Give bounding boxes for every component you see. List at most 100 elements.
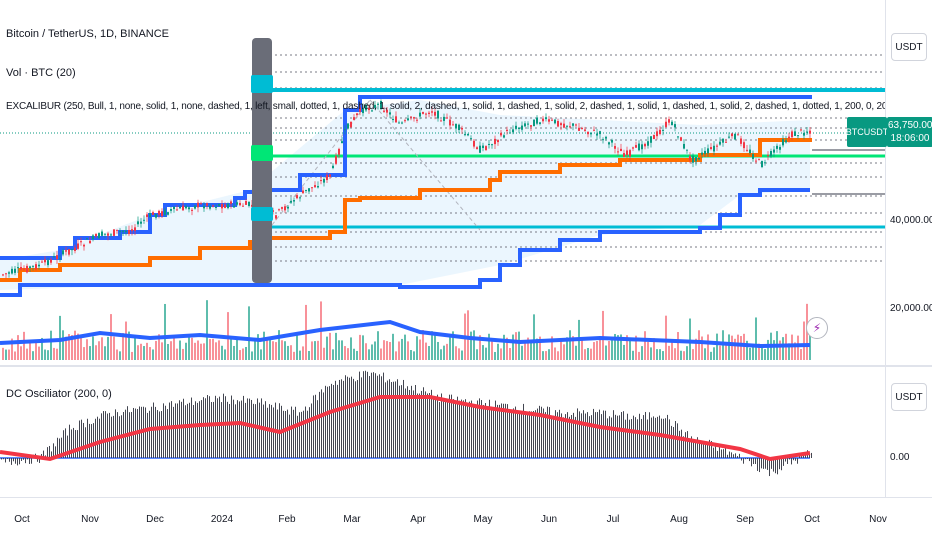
main-chart-pane[interactable] (0, 0, 885, 365)
candle-body (548, 119, 550, 122)
osc-histogram-bar (691, 436, 692, 458)
osc-histogram-bar (655, 417, 656, 458)
osc-histogram-bar (67, 435, 68, 458)
volume-bar (467, 310, 469, 360)
osc-histogram-bar (599, 409, 600, 458)
volume-bar (104, 346, 106, 360)
osc-histogram-bar (371, 372, 372, 458)
candle-body (5, 273, 7, 275)
osc-histogram-bar (65, 428, 66, 458)
osc-histogram-bar (587, 412, 588, 458)
volume-legend[interactable]: Vol · BTC (20) (6, 67, 76, 79)
pane-separator[interactable] (0, 365, 932, 367)
candle-body (536, 117, 538, 124)
osc-histogram-bar (349, 377, 350, 458)
price-chart-canvas[interactable] (0, 0, 885, 365)
osc-histogram-bar (181, 401, 182, 458)
volume-bar (53, 347, 55, 360)
osc-histogram-bar (421, 390, 422, 458)
osc-histogram-bar (483, 404, 484, 458)
volume-bar (194, 342, 196, 360)
volume-bar (779, 340, 781, 360)
candle-body (392, 118, 394, 120)
currency-button[interactable]: USDT (891, 33, 927, 61)
volume-bar (362, 335, 364, 360)
osc-histogram-bar (23, 458, 24, 460)
volume-bar (176, 348, 178, 360)
osc-histogram-bar (625, 419, 626, 458)
volume-bar (257, 334, 259, 360)
lightning-icon[interactable]: ⚡ (806, 317, 828, 339)
osc-histogram-bar (529, 411, 530, 458)
osc-histogram-bar (71, 429, 72, 458)
oscillator-canvas[interactable] (0, 367, 885, 497)
candle-body (554, 119, 556, 124)
candle-body (161, 211, 163, 217)
volume-bar (308, 350, 310, 360)
candle-body (446, 117, 448, 119)
osc-histogram-bar (291, 406, 292, 458)
excalibur-legend[interactable]: EXCALIBUR (250, Bull, 1, none, solid, 1,… (6, 101, 932, 112)
candle-body (680, 137, 682, 141)
osc-histogram-bar (719, 443, 720, 458)
candle-body (191, 209, 193, 211)
candle-body (11, 268, 13, 274)
osc-histogram-bar (75, 430, 76, 458)
osc-histogram-bar (401, 385, 402, 458)
osc-histogram-bar (299, 412, 300, 458)
osc-histogram-bar (247, 398, 248, 458)
osc-histogram-bar (353, 378, 354, 458)
volume-bar (356, 350, 358, 360)
candle-body (617, 151, 619, 153)
candle-body (284, 206, 286, 211)
osc-tick-zero: 0.00 (890, 452, 910, 463)
volume-bar (275, 342, 277, 360)
symbol-legend[interactable]: Bitcoin / TetherUS, 1D, BINANCE (6, 28, 170, 40)
diag-line-1 (271, 99, 371, 226)
volume-bar (125, 321, 127, 360)
osc-currency-button[interactable]: USDT (891, 383, 927, 411)
oscillator-legend[interactable]: DC Osciliator (200, 0) (6, 388, 112, 400)
symbol-tag: BTCUSDT (846, 117, 888, 147)
time-axis[interactable]: Oct Nov Dec 2024 Feb Mar Apr May Jun Jul Aug Sep Oct… (0, 497, 932, 551)
osc-histogram-bar (391, 382, 392, 458)
candle-body (74, 247, 76, 251)
candle-body (797, 135, 799, 137)
volume-bar (518, 331, 520, 360)
osc-histogram-bar (253, 403, 254, 458)
candle-body (572, 123, 574, 126)
osc-histogram-bar (619, 415, 620, 458)
candle-body (134, 227, 136, 231)
volume-bar (548, 349, 550, 360)
candle-body (290, 201, 292, 203)
volume-bar (476, 349, 478, 360)
volume-bar (668, 345, 670, 360)
candle-body (107, 233, 109, 236)
candle-body (686, 149, 688, 151)
osc-histogram-bar (245, 402, 246, 458)
candle-body (434, 111, 436, 116)
volume-bar (338, 340, 340, 360)
osc-histogram-bar (295, 406, 296, 458)
candle-body (38, 264, 40, 267)
volume-bar (293, 351, 295, 360)
volume-bar (485, 347, 487, 360)
candle-body (647, 141, 649, 146)
osc-histogram-bar (473, 406, 474, 458)
candle-body (380, 101, 382, 109)
osc-histogram-bar (7, 458, 8, 459)
osc-histogram-bar (673, 427, 674, 458)
volume-bar (572, 336, 574, 360)
osc-histogram-bar (357, 380, 358, 458)
oscillator-pane[interactable] (0, 367, 885, 497)
volume-bar (515, 332, 517, 360)
osc-histogram-bar (701, 441, 702, 458)
volume-bar (629, 340, 631, 360)
osc-histogram-bar (161, 411, 162, 458)
candle-body (626, 150, 628, 156)
candle-body (683, 143, 685, 149)
volume-bar (587, 347, 589, 360)
osc-histogram-bar (19, 458, 20, 465)
volume-bar (494, 351, 496, 360)
candle-body (311, 187, 313, 189)
